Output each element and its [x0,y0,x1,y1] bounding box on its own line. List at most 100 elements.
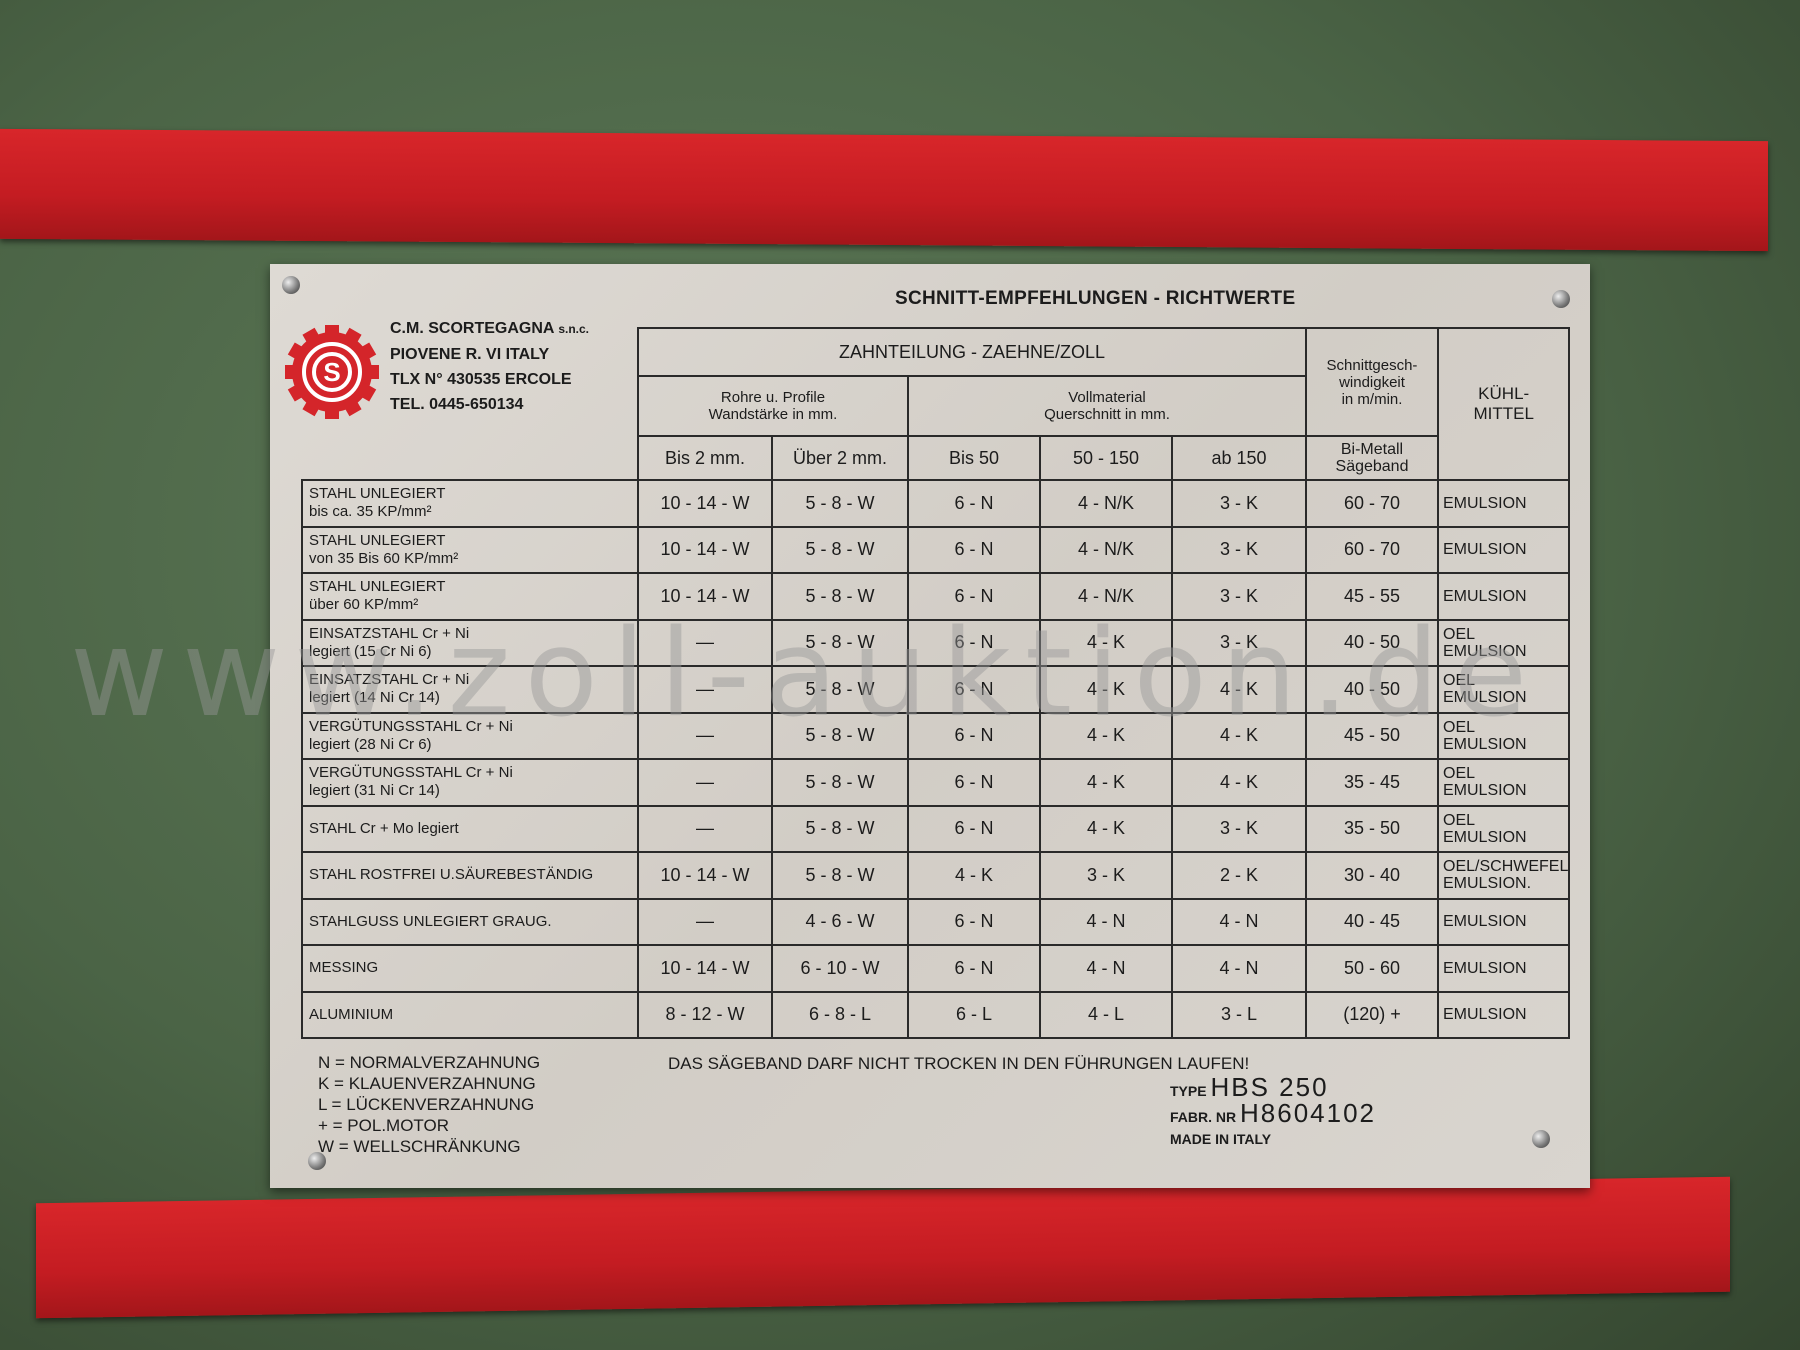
material-label: EINSATZSTAHL Cr + Ni legiert (15 Cr Ni 6) [301,618,639,667]
table-cell: 6 - N [907,897,1041,946]
watermark: www.zoll-auktion.de [70,605,1542,744]
table-cell: 60 - 70 [1305,479,1439,528]
table-cell: 4 - N [1171,897,1307,946]
svg-text:S: S [323,357,340,387]
table-row: STAHL UNLEGIERT von 35 Bis 60 KP/mm² 10 - … [301,525,1571,574]
screw-icon [282,276,300,294]
column-header: 50 - 150 [1039,435,1173,481]
table-cell: 30 - 40 [1305,851,1439,900]
company-info: C.M. SCORTEGAGNA s.n.c. PIOVENE R. VI IT… [390,316,589,417]
table-cell: 50 - 60 [1305,944,1439,993]
table-cell: 4 - N [1039,897,1173,946]
coolant-cell: EMULSION [1436,990,1571,1039]
column-header: Bis 50 [907,435,1041,481]
header-rohre: Rohre u. Profile Wandstärke in mm. [637,375,909,437]
table-cell: 10 - 14 - W [637,851,773,900]
coolant-cell: OEL EMULSION [1436,711,1571,760]
table-row: VERGÜTUNGSSTAHL Cr + Ni legiert (31 Ni Cr… [301,758,1571,807]
legend-item: K = KLAUENVERZAHNUNG [318,1074,536,1093]
table-cell: 6 - 10 - W [771,944,909,993]
table-cell: 35 - 50 [1305,804,1439,853]
table-cell: 4 - K [1039,711,1173,760]
table-cell: 3 - L [1171,990,1307,1039]
material-label: VERGÜTUNGSSTAHL Cr + Ni legiert (28 Ni Cr… [301,711,639,760]
coolant-cell: OEL/SCHWEFEL EMULSION. [1436,851,1571,900]
table-cell: (120) + [1305,990,1439,1039]
table-cell: 10 - 14 - W [637,944,773,993]
table-row: STAHL UNLEGIERT bis ca. 35 KP/mm² 10 - 14 … [301,479,1571,528]
table-row: EINSATZSTAHL Cr + Ni legiert (14 Ni Cr 14… [301,665,1571,714]
table-cell: 6 - N [907,711,1041,760]
material-label: VERGÜTUNGSSTAHL Cr + Ni legiert (31 Ni Cr… [301,758,639,807]
header-coolant: KÜHL- MITTEL [1436,327,1571,481]
table-cell: 5 - 8 - W [771,711,909,760]
table-cell: 4 - K [1039,618,1173,667]
company-address: PIOVENE R. VI ITALY [390,346,550,363]
table-cell: 6 - N [907,758,1041,807]
type-value: HBS 250 [1210,1072,1329,1102]
table-cell: 4 - K [1039,804,1173,853]
table-cell: 10 - 14 - W [637,479,773,528]
screw-icon [1552,290,1570,308]
table-cell: 6 - N [907,572,1041,621]
table-cell: — [637,758,773,807]
header-vollmaterial: Vollmaterial Querschnitt in mm. [907,375,1307,437]
table-cell: 10 - 14 - W [637,525,773,574]
table-cell: — [637,665,773,714]
coolant-cell: EMULSION [1436,525,1571,574]
company-name: C.M. SCORTEGAGNA [390,320,554,337]
table-cell: 10 - 14 - W [637,572,773,621]
table-row: EINSATZSTAHL Cr + Ni legiert (15 Cr Ni 6)… [301,618,1571,667]
table-cell: 35 - 45 [1305,758,1439,807]
table-cell: 45 - 55 [1305,572,1439,621]
red-stripe-bottom [36,1176,1730,1319]
material-label: STAHL ROSTFREI U.SÄUREBESTÄNDIG [301,851,639,900]
table-cell: 8 - 12 - W [637,990,773,1039]
table-cell: 5 - 8 - W [771,851,909,900]
table-cell: 3 - K [1171,572,1307,621]
company-logo-icon: S [285,325,379,419]
table-cell: 4 - K [907,851,1041,900]
plate-title: SCHNITT-EMPFEHLUNGEN - RICHTWERTE [895,288,1296,309]
table-cell: 6 - N [907,525,1041,574]
table-row: STAHL UNLEGIERT über 60 KP/mm² 10 - 14 - W… [301,572,1571,621]
table-cell: — [637,804,773,853]
table-cell: 6 - 8 - L [771,990,909,1039]
table-cell: 45 - 50 [1305,711,1439,760]
column-header: Bi-Metall Sägeband [1305,435,1439,481]
table-cell: 4 - K [1039,758,1173,807]
table-cell: — [637,711,773,760]
table-cell: 5 - 8 - W [771,525,909,574]
material-label: STAHL UNLEGIERT von 35 Bis 60 KP/mm² [301,525,639,574]
table-cell: 6 - N [907,618,1041,667]
header-speed: Schnittgesch-windigkeit in m/min. [1305,327,1439,437]
table-cell: 3 - K [1171,479,1307,528]
table-cell: 4 - N [1039,944,1173,993]
table-cell: 6 - N [907,665,1041,714]
table-cell: 5 - 8 - W [771,665,909,714]
table-cell: 4 - N/K [1039,479,1173,528]
coolant-cell: OEL EMULSION [1436,804,1571,853]
table-cell: 3 - K [1171,618,1307,667]
table-cell: 4 - K [1171,711,1307,760]
coolant-cell: EMULSION [1436,479,1571,528]
warning-text: DAS SÄGEBAND DARF NICHT TROCKEN IN DEN F… [668,1054,1250,1073]
table-cell: 40 - 50 [1305,665,1439,714]
table-cell: 4 - N [1171,944,1307,993]
table-cell: 5 - 8 - W [771,758,909,807]
coolant-cell: OEL EMULSION [1436,618,1571,667]
table-cell: 4 - L [1039,990,1173,1039]
coolant-cell: OEL EMULSION [1436,665,1571,714]
table-row: STAHL ROSTFREI U.SÄUREBESTÄNDIG 10 - 14 -… [301,851,1571,900]
table-cell: 40 - 50 [1305,618,1439,667]
type-label: TYPE [1170,1083,1207,1099]
table-cell: 6 - L [907,990,1041,1039]
fabr-label: FABR. NR [1170,1109,1237,1125]
material-label: STAHL UNLEGIERT bis ca. 35 KP/mm² [301,479,639,528]
table-cell: 4 - 6 - W [771,897,909,946]
company-suffix: s.n.c. [558,322,589,336]
